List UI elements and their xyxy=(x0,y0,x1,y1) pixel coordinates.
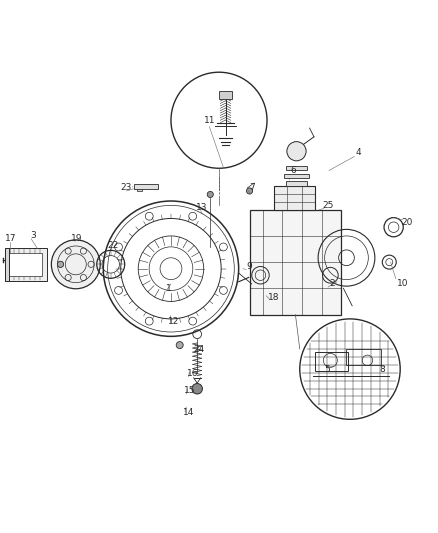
Text: 25: 25 xyxy=(322,201,334,210)
Circle shape xyxy=(247,188,253,194)
Text: 18: 18 xyxy=(268,293,279,302)
Circle shape xyxy=(176,342,183,349)
Text: 3: 3 xyxy=(31,231,36,240)
Bar xyxy=(286,166,307,170)
Bar xyxy=(250,210,341,314)
Circle shape xyxy=(207,191,213,198)
Circle shape xyxy=(51,240,100,289)
Text: 14: 14 xyxy=(183,408,194,417)
Bar xyxy=(134,184,158,189)
Text: 19: 19 xyxy=(71,233,83,243)
Bar xyxy=(274,185,315,210)
Bar xyxy=(5,253,42,276)
Text: 4: 4 xyxy=(356,149,361,157)
Bar xyxy=(285,174,308,178)
Text: 24: 24 xyxy=(194,345,205,354)
Text: 8: 8 xyxy=(380,365,385,374)
Text: 5: 5 xyxy=(325,365,330,374)
Text: 22: 22 xyxy=(108,241,119,250)
Text: 16: 16 xyxy=(187,369,198,378)
Text: 6: 6 xyxy=(290,166,296,175)
Circle shape xyxy=(57,261,64,268)
Text: 12: 12 xyxy=(167,317,179,326)
Text: 1: 1 xyxy=(166,284,172,293)
Bar xyxy=(138,189,142,191)
Circle shape xyxy=(287,142,306,161)
Text: 10: 10 xyxy=(397,279,408,288)
Text: 9: 9 xyxy=(247,262,252,271)
Bar xyxy=(219,91,232,99)
Text: 17: 17 xyxy=(4,233,16,243)
Text: 15: 15 xyxy=(184,386,195,395)
Bar xyxy=(346,350,381,365)
Text: 2: 2 xyxy=(330,279,336,288)
Text: 13: 13 xyxy=(196,203,207,212)
Text: 7: 7 xyxy=(249,183,254,192)
Text: 11: 11 xyxy=(204,116,215,125)
Bar xyxy=(286,181,307,185)
Bar xyxy=(5,248,46,281)
Circle shape xyxy=(192,384,202,394)
Text: 20: 20 xyxy=(401,219,413,228)
Bar xyxy=(5,248,9,281)
Bar xyxy=(315,352,348,372)
Text: 23: 23 xyxy=(121,183,132,192)
